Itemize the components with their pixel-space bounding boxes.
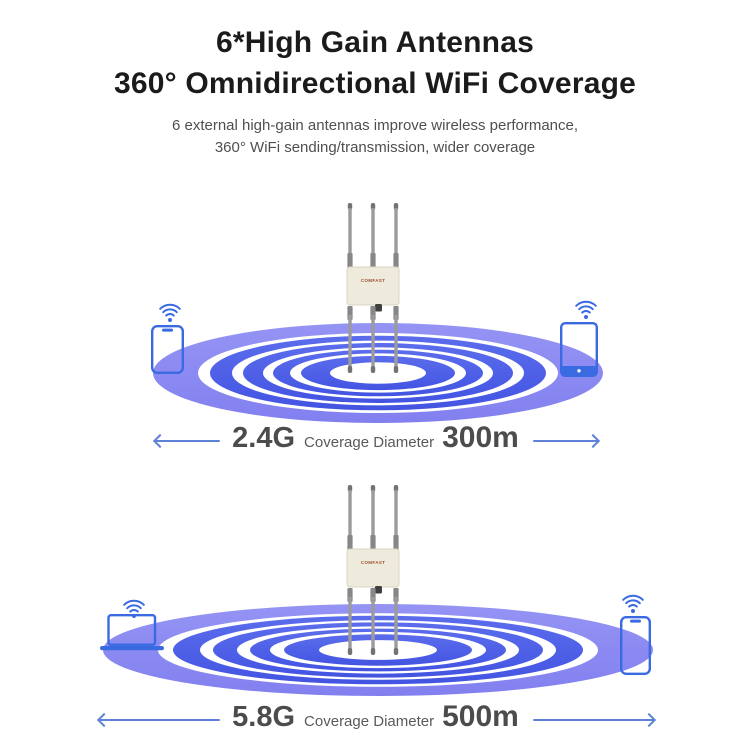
antenna-icons-bottom [347,588,399,655]
subtitle: 6 external high-gain antennas improve wi… [0,115,750,159]
device-brand-label: COMFAST [361,560,386,565]
coverage-diameter-label: Coverage Diameter [304,434,435,451]
device-body [346,548,400,588]
subtitle-line2: 360° WiFi sending/transmission, wider co… [214,138,536,156]
antenna-icons-top [347,203,399,268]
wifi-signal-icon [622,594,644,613]
tablet-icon [560,322,598,377]
laptop-icon [100,614,164,651]
left-arrow-icon [154,440,221,442]
antenna-icons-top [347,485,399,550]
coverage-label-2-4g: 2.4G Coverage Diameter 300m [154,421,600,459]
page-title-line1: 6*High Gain Antennas [216,26,534,59]
header: 6*High Gain Antennas 360° Omnidirectiona… [0,22,750,158]
coverage-rings-2-4g [153,323,603,423]
band-label: 5.8G [232,701,296,733]
access-point-device: COMFAST [346,203,400,373]
wifi-signal-icon [159,303,181,322]
smartphone-icon [620,616,651,675]
device-body [346,266,400,306]
device-connector [375,304,382,312]
distance-value: 300m [442,421,519,454]
device-brand-label: COMFAST [361,278,386,283]
device-connector [375,586,382,594]
antenna-icons-bottom [347,306,399,373]
distance-value: 500m [442,700,519,733]
band-label: 2.4G [232,422,296,454]
access-point-device: COMFAST [346,485,400,655]
left-arrow-icon [98,719,221,721]
coverage-rings-5-8g [103,604,653,696]
page-title-line2: 360° Omnidirectional WiFi Coverage [113,67,636,101]
subtitle-line1: 6 external high-gain antennas improve wi… [171,116,579,134]
wifi-signal-icon [575,300,597,319]
right-arrow-icon [532,440,600,442]
right-arrow-icon [532,719,656,721]
smartphone-icon [151,325,184,374]
coverage-diameter-label: Coverage Diameter [304,713,435,730]
coverage-label-5-8g: 5.8G Coverage Diameter 500m [98,700,656,738]
wifi-signal-icon [123,599,145,618]
